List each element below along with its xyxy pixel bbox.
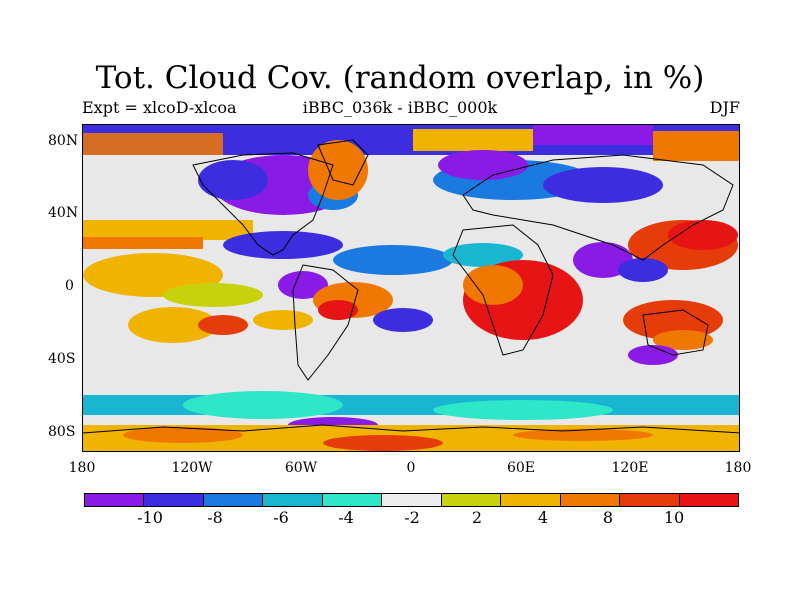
- colorbar-label: 2: [471, 508, 483, 527]
- anomaly-field: [83, 125, 739, 451]
- y-tick-label: 0: [65, 278, 74, 294]
- colorbar-swatch: [441, 494, 502, 506]
- x-tick-label: 60W: [284, 460, 318, 476]
- colorbar-swatch: [203, 494, 264, 506]
- colorbar-label: 10: [663, 508, 685, 527]
- y-tick-label: 40S: [48, 351, 76, 367]
- colorbar-swatch: [620, 494, 680, 506]
- x-tick-label: 120E: [611, 460, 649, 476]
- colorbar-swatch: [501, 494, 561, 506]
- y-tick-label: 80N: [48, 133, 79, 149]
- colorbar: [84, 493, 739, 507]
- colorbar-swatch: [144, 494, 204, 506]
- colorbar-label: 4: [537, 508, 549, 527]
- x-tick-label: 180: [68, 460, 96, 476]
- colorbar-swatch: [263, 494, 323, 506]
- x-tick-label: 60E: [506, 460, 536, 476]
- x-tick-label: 120W: [171, 460, 213, 476]
- plot-title: Tot. Cloud Cov. (random overlap, in %): [95, 60, 705, 96]
- map-canvas: [83, 125, 739, 451]
- x-tick-label: 0: [406, 460, 416, 476]
- y-tick-label: 80S: [48, 424, 76, 440]
- cloud-cover-map: [82, 124, 740, 452]
- y-tick-label: 40N: [48, 205, 79, 221]
- season-label: DJF: [709, 98, 740, 117]
- colorbar-label: -8: [207, 508, 223, 527]
- x-tick-label: 180: [724, 460, 752, 476]
- colorbar-swatch: [560, 494, 621, 506]
- coastlines: [83, 139, 739, 434]
- colorbar-label: -4: [338, 508, 354, 527]
- colorbar-swatch: [322, 494, 383, 506]
- experiment-label: Expt = xlcoD-xlcoa: [82, 98, 237, 117]
- colorbar-swatch: [679, 494, 738, 506]
- colorbar-swatch: [85, 494, 145, 506]
- colorbar-label: -10: [137, 508, 163, 527]
- colorbar-swatch: [382, 494, 442, 506]
- colorbar-label: -2: [404, 508, 420, 527]
- colorbar-label: 8: [602, 508, 614, 527]
- difference-label: iBBC_036k - iBBC_000k: [302, 98, 498, 117]
- colorbar-label: -6: [273, 508, 289, 527]
